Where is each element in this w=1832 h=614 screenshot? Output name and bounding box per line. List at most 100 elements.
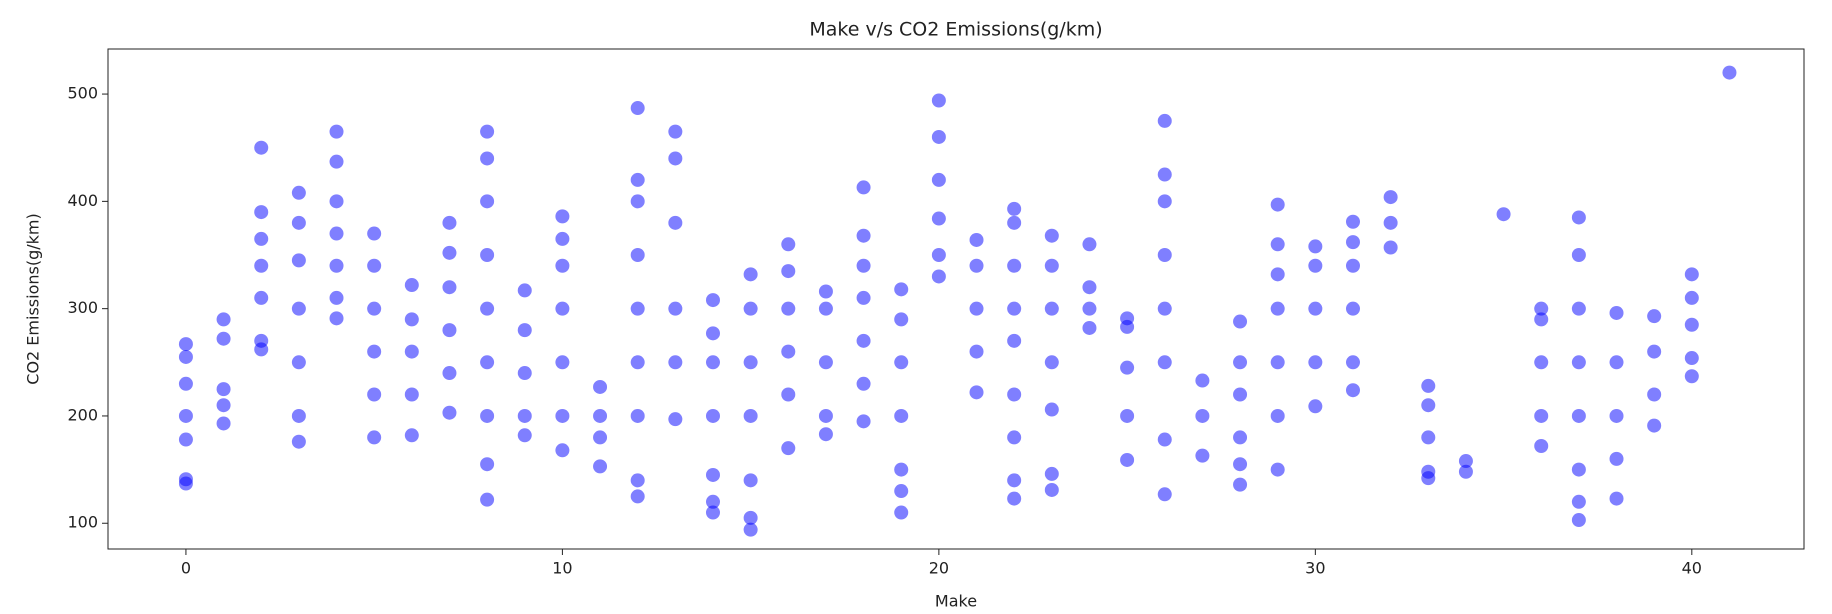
point <box>1308 258 1323 273</box>
point <box>404 344 419 359</box>
point <box>1647 418 1662 433</box>
point <box>517 323 532 338</box>
point <box>329 154 344 169</box>
point <box>781 387 796 402</box>
point <box>1571 462 1586 477</box>
point <box>705 467 720 482</box>
point <box>630 248 645 263</box>
point <box>1007 473 1022 488</box>
point <box>367 226 382 241</box>
point <box>668 412 683 427</box>
point <box>480 355 495 370</box>
point <box>1082 237 1097 252</box>
point <box>216 312 231 327</box>
point <box>1458 454 1473 469</box>
point <box>1157 301 1172 316</box>
x-tick-label: 10 <box>552 559 572 578</box>
point <box>442 323 457 338</box>
point <box>781 237 796 252</box>
point <box>291 301 306 316</box>
point <box>1571 248 1586 263</box>
point <box>856 180 871 195</box>
point <box>743 510 758 525</box>
x-axis-label: Make <box>935 592 977 611</box>
point <box>555 443 570 458</box>
point <box>254 140 269 155</box>
point <box>480 248 495 263</box>
point <box>1534 438 1549 453</box>
point <box>630 408 645 423</box>
point <box>1120 452 1135 467</box>
point <box>1609 408 1624 423</box>
point <box>178 337 193 352</box>
point <box>329 226 344 241</box>
point <box>1421 398 1436 413</box>
point <box>1308 301 1323 316</box>
point <box>1044 301 1059 316</box>
point <box>818 355 833 370</box>
point <box>1270 197 1285 212</box>
point <box>178 432 193 447</box>
point <box>1195 448 1210 463</box>
point <box>818 427 833 442</box>
point <box>743 522 758 537</box>
point <box>254 290 269 305</box>
point <box>969 344 984 359</box>
x-tick-label: 0 <box>181 559 191 578</box>
point <box>254 258 269 273</box>
point <box>254 333 269 348</box>
point <box>1345 383 1360 398</box>
point <box>1609 451 1624 466</box>
point <box>442 405 457 420</box>
y-tick-label: 400 <box>67 191 98 210</box>
point <box>1421 378 1436 393</box>
point <box>1007 258 1022 273</box>
point <box>1007 215 1022 230</box>
point <box>1082 280 1097 295</box>
point <box>1684 351 1699 366</box>
y-axis-label: CO2 Emissions(g/km) <box>24 213 43 384</box>
point <box>856 290 871 305</box>
point <box>1233 430 1248 445</box>
point <box>404 278 419 293</box>
point <box>1571 355 1586 370</box>
point <box>1684 290 1699 305</box>
point <box>1157 355 1172 370</box>
point <box>630 101 645 116</box>
point <box>1308 239 1323 254</box>
y-tick-label: 300 <box>67 298 98 317</box>
point <box>818 301 833 316</box>
y-tick-label: 500 <box>67 84 98 103</box>
point <box>743 267 758 282</box>
point <box>1044 228 1059 243</box>
point <box>216 416 231 431</box>
point <box>1383 240 1398 255</box>
plot-frame <box>107 48 1805 550</box>
point <box>480 301 495 316</box>
point <box>367 387 382 402</box>
point <box>593 408 608 423</box>
point <box>480 408 495 423</box>
point <box>480 457 495 472</box>
point <box>1270 301 1285 316</box>
point <box>329 311 344 326</box>
point <box>1270 408 1285 423</box>
point <box>743 473 758 488</box>
point <box>668 124 683 139</box>
point <box>894 484 909 499</box>
point <box>894 462 909 477</box>
point <box>1534 408 1549 423</box>
point <box>1157 432 1172 447</box>
chart-title: Make v/s CO2 Emissions(g/km) <box>809 19 1102 41</box>
point <box>442 245 457 260</box>
point <box>404 387 419 402</box>
point <box>894 505 909 520</box>
point <box>1684 317 1699 332</box>
point <box>668 355 683 370</box>
point <box>743 408 758 423</box>
point <box>1609 305 1624 320</box>
point <box>1308 399 1323 414</box>
x-tick-label: 30 <box>1305 559 1325 578</box>
point <box>818 284 833 299</box>
point <box>1007 201 1022 216</box>
